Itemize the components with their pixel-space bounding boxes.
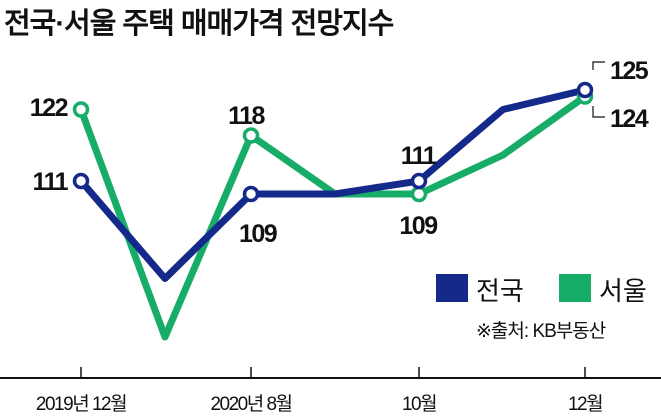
series-line-national [77, 86, 589, 282]
data-label: 124 [610, 105, 649, 133]
data-label: 122 [30, 94, 68, 122]
x-tick-label: 12월 [568, 393, 602, 415]
source-note: ※출처: KB부동산 [476, 320, 606, 342]
x-tick-label: 2020년 8월 [210, 393, 291, 415]
data-point [576, 81, 594, 99]
x-tick-label: 2019년 12월 [36, 393, 126, 415]
legend-swatch-seoul [559, 274, 591, 302]
legend-swatch-national [436, 274, 468, 302]
x-tick-label: 10월 [402, 393, 436, 415]
data-label: 118 [228, 102, 265, 130]
data-label: 109 [239, 220, 277, 248]
data-point [242, 127, 260, 144]
data-point [72, 101, 90, 118]
data-point [410, 172, 428, 190]
data-point [72, 172, 90, 190]
legend-label-national: 전국 [476, 276, 524, 306]
chart-title: 전국·서울 주택 매매가격 전망지수 [4, 7, 394, 40]
data-label: 111 [401, 142, 437, 170]
data-label: 125 [610, 57, 649, 85]
label-leader [592, 61, 605, 70]
data-label: 109 [399, 212, 437, 240]
data-point [242, 185, 260, 203]
data-point [410, 185, 428, 203]
label-leader [592, 106, 605, 118]
data-label: 111 [33, 168, 69, 196]
legend-label-seoul: 서울 [599, 276, 647, 306]
